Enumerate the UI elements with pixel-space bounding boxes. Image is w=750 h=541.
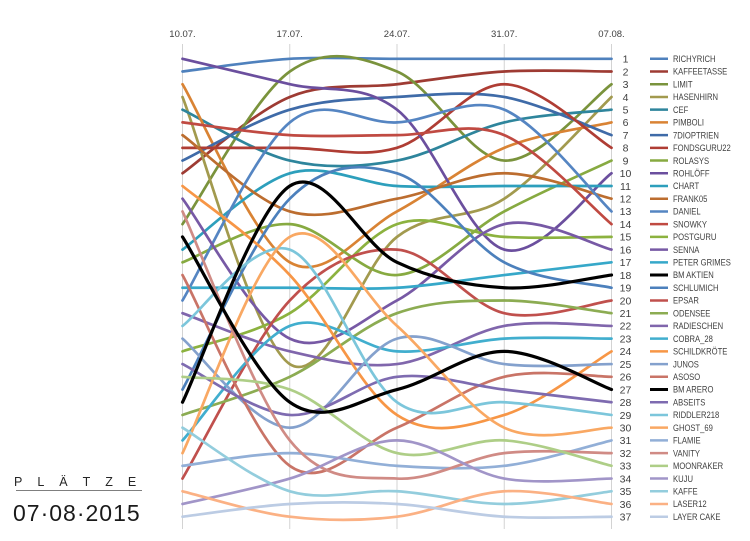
svg-text:23: 23 xyxy=(620,333,632,345)
svg-text:37: 37 xyxy=(620,512,632,524)
svg-text:EPSAR: EPSAR xyxy=(673,296,699,306)
svg-text:JUNOS: JUNOS xyxy=(673,359,699,369)
svg-text:34: 34 xyxy=(620,473,632,485)
svg-text:FONDSGURU22: FONDSGURU22 xyxy=(673,143,731,153)
svg-text:12: 12 xyxy=(620,194,632,206)
svg-text:MOONRAKER: MOONRAKER xyxy=(673,461,724,471)
svg-text:2: 2 xyxy=(623,66,629,78)
svg-text:KUJU: KUJU xyxy=(673,474,693,484)
svg-text:14: 14 xyxy=(620,219,632,231)
svg-text:ASOSO: ASOSO xyxy=(673,372,700,382)
svg-text:KAFFEETASSE: KAFFEETASSE xyxy=(673,67,727,77)
svg-text:3: 3 xyxy=(623,79,629,91)
svg-text:29: 29 xyxy=(620,410,632,422)
svg-text:SENNA: SENNA xyxy=(673,245,699,255)
svg-text:ROHLÖFF: ROHLÖFF xyxy=(673,168,710,178)
svg-text:BM ARERO: BM ARERO xyxy=(673,385,713,395)
svg-text:10.07.: 10.07. xyxy=(169,29,195,40)
svg-text:HASENHIRN: HASENHIRN xyxy=(673,92,718,102)
svg-text:VANITY: VANITY xyxy=(673,448,700,458)
svg-text:13: 13 xyxy=(620,206,632,218)
svg-text:LASER12: LASER12 xyxy=(673,499,707,509)
svg-text:SCHILDKRÖTE: SCHILDKRÖTE xyxy=(673,347,727,357)
svg-text:10: 10 xyxy=(620,168,632,180)
svg-text:LAYER CAKE: LAYER CAKE xyxy=(673,512,721,522)
svg-text:31.07.: 31.07. xyxy=(491,29,517,40)
svg-text:RADIESCHEN: RADIESCHEN xyxy=(673,321,723,331)
svg-text:COBRA_28: COBRA_28 xyxy=(673,334,713,344)
svg-text:4: 4 xyxy=(623,92,629,104)
svg-text:KAFFE: KAFFE xyxy=(673,486,698,496)
svg-text:17.07.: 17.07. xyxy=(277,29,303,40)
svg-text:SCHLUMICH: SCHLUMICH xyxy=(673,283,719,293)
svg-text:20: 20 xyxy=(620,295,632,307)
svg-text:GHOST_69: GHOST_69 xyxy=(673,423,713,433)
svg-text:1: 1 xyxy=(623,54,629,66)
svg-text:SNOWKY: SNOWKY xyxy=(673,219,707,229)
svg-text:ROLASYS: ROLASYS xyxy=(673,156,709,166)
svg-text:POSTGURU: POSTGURU xyxy=(673,232,716,242)
svg-text:11: 11 xyxy=(620,181,631,193)
svg-text:8: 8 xyxy=(623,143,629,155)
svg-text:BM AKTIEN: BM AKTIEN xyxy=(673,270,714,280)
svg-text:26: 26 xyxy=(620,372,632,384)
svg-text:RICHYRICH: RICHYRICH xyxy=(673,54,716,64)
svg-text:18: 18 xyxy=(620,270,632,282)
svg-text:CEF: CEF xyxy=(673,105,689,115)
svg-text:6: 6 xyxy=(623,117,629,129)
svg-text:5: 5 xyxy=(623,104,629,116)
svg-text:RIDDLER218: RIDDLER218 xyxy=(673,410,719,420)
svg-text:ODENSEE: ODENSEE xyxy=(673,308,710,318)
svg-text:21: 21 xyxy=(620,308,632,320)
svg-text:30: 30 xyxy=(620,422,632,434)
svg-text:17: 17 xyxy=(620,257,632,269)
svg-text:FLAMIE: FLAMIE xyxy=(673,436,701,446)
svg-text:32: 32 xyxy=(620,448,632,460)
svg-text:28: 28 xyxy=(620,397,632,409)
svg-text:27: 27 xyxy=(620,384,632,396)
svg-text:22: 22 xyxy=(620,321,632,333)
svg-text:16: 16 xyxy=(620,244,632,256)
svg-text:LIMIT: LIMIT xyxy=(673,79,693,89)
svg-text:ABSEITS: ABSEITS xyxy=(673,397,705,407)
svg-text:31: 31 xyxy=(620,435,632,447)
svg-text:7DIOPTRIEN: 7DIOPTRIEN xyxy=(673,130,719,140)
svg-text:07.08.: 07.08. xyxy=(598,29,624,40)
svg-text:CHART: CHART xyxy=(673,181,700,191)
svg-text:15: 15 xyxy=(620,232,632,244)
svg-text:PIMBOLI: PIMBOLI xyxy=(673,118,704,128)
svg-text:7: 7 xyxy=(623,130,629,142)
svg-text:35: 35 xyxy=(620,486,632,498)
svg-text:24.07.: 24.07. xyxy=(384,29,410,40)
svg-text:25: 25 xyxy=(620,359,632,371)
svg-text:19: 19 xyxy=(620,283,632,295)
svg-text:33: 33 xyxy=(620,461,632,473)
svg-text:FRANK05: FRANK05 xyxy=(673,194,707,204)
svg-text:PETER GRIMES: PETER GRIMES xyxy=(673,258,731,268)
svg-text:24: 24 xyxy=(620,346,632,358)
svg-text:36: 36 xyxy=(620,499,632,511)
svg-text:DANIEL: DANIEL xyxy=(673,207,701,217)
svg-text:9: 9 xyxy=(623,155,629,167)
